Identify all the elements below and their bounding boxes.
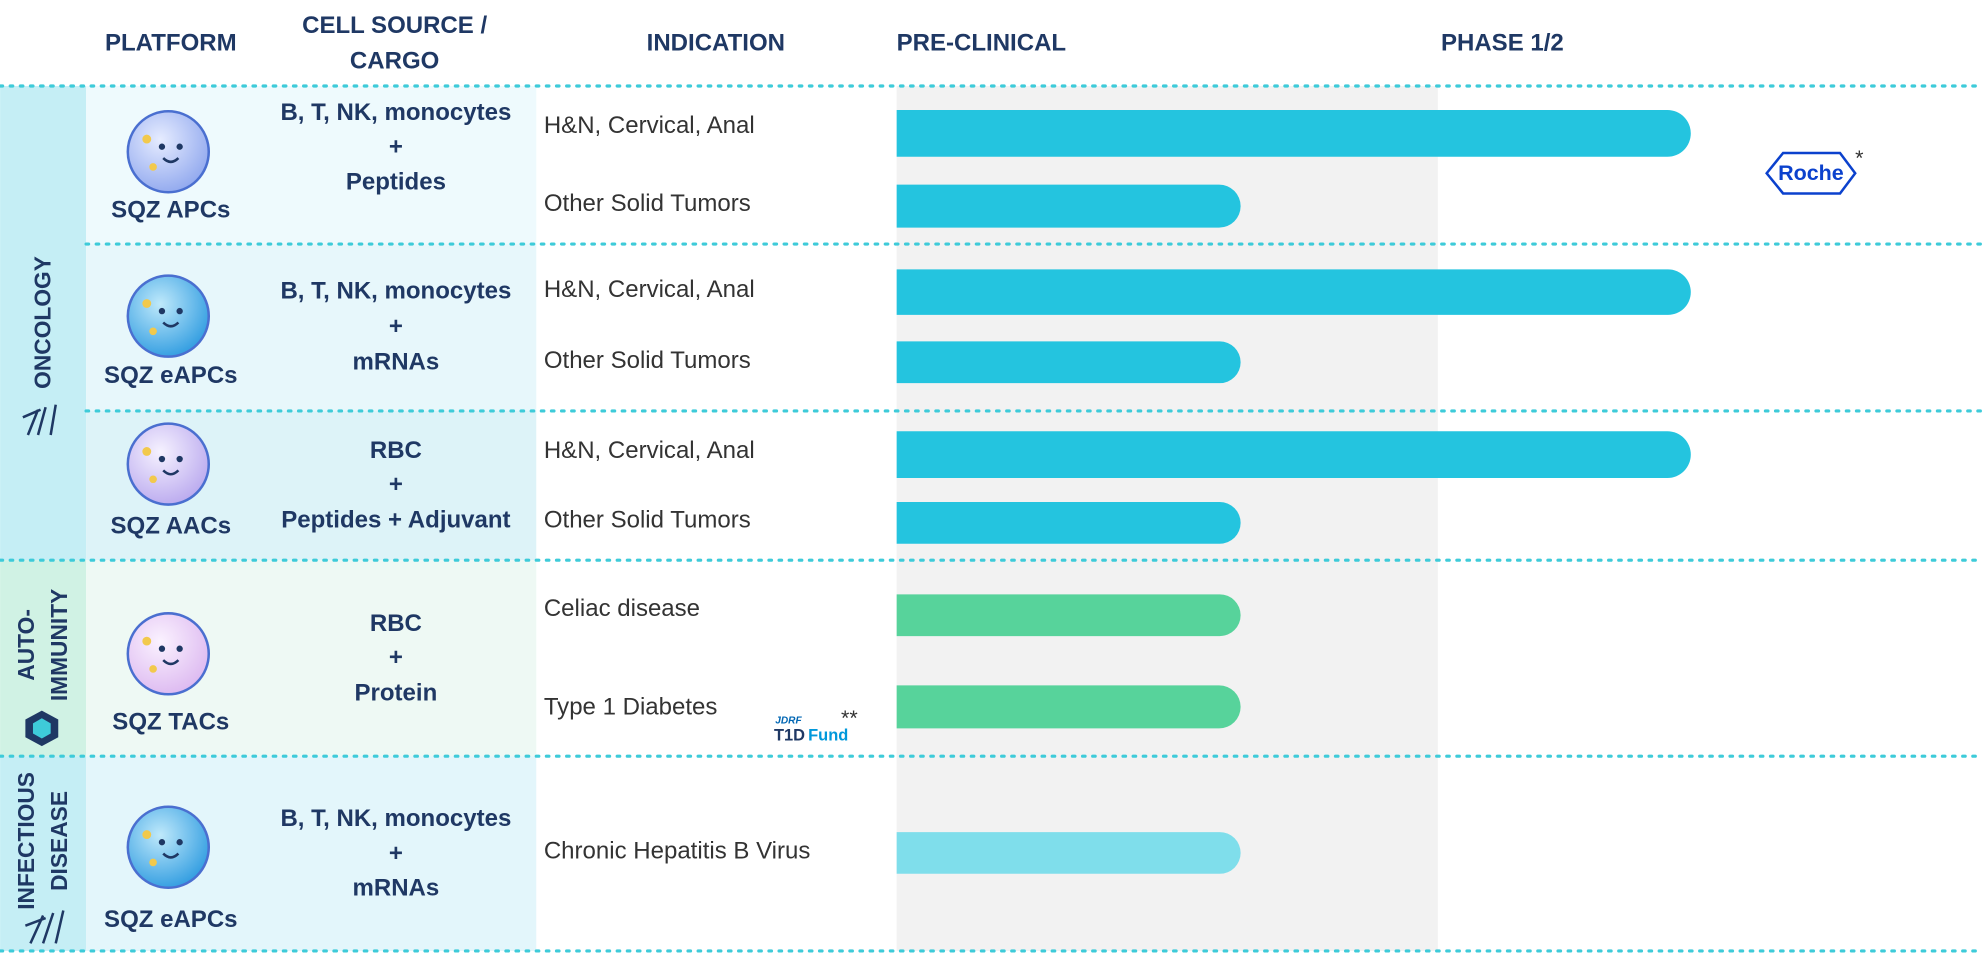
cargo: RBC [370, 610, 422, 637]
cargo: + [389, 313, 403, 340]
platform-name: SQZ AACs [111, 513, 232, 540]
cell-smile [162, 469, 180, 476]
indication: Celiac disease [544, 595, 700, 622]
area-label: ONCOLOGY [29, 256, 55, 389]
cell-eye [158, 307, 166, 315]
cell-dot [149, 327, 157, 336]
indication: Other Solid Tumors [544, 347, 751, 374]
platform-name: SQZ APCs [111, 197, 230, 224]
cell-dot [142, 299, 152, 308]
roche-logo [1765, 151, 1857, 195]
header: INDICATION [647, 30, 785, 57]
cargo: B, T, NK, monocytes [280, 277, 511, 304]
cell-eye [176, 839, 183, 846]
header: CARGO [350, 47, 439, 74]
area-icon [22, 404, 57, 436]
cargo: + [389, 133, 403, 160]
progress-bar [896, 685, 1241, 729]
cargo: + [389, 471, 403, 498]
indication: H&N, Cervical, Anal [544, 276, 755, 303]
cell-dot [142, 134, 152, 144]
cell-eye [158, 839, 166, 846]
progress-bar [896, 832, 1241, 874]
cell-dot [149, 475, 157, 484]
cell-smile [162, 659, 180, 666]
cell-eye [176, 143, 183, 150]
cell-eye [176, 645, 183, 652]
cell-smile [162, 321, 180, 328]
progress-bar [896, 502, 1241, 544]
cell-icon [126, 274, 211, 358]
area-label: INFECTIOUS [13, 772, 39, 910]
progress-bar [896, 110, 1691, 157]
cell-icon [126, 422, 211, 506]
cargo: RBC [370, 437, 422, 464]
progress-bar [896, 594, 1241, 637]
cell-dot [142, 636, 152, 646]
indication: Other Solid Tumors [544, 190, 751, 217]
cell-eye [176, 307, 183, 315]
indication: Chronic Hepatitis B Virus [544, 838, 811, 865]
area-label: DISEASE [46, 791, 72, 891]
progress-bar [896, 341, 1241, 384]
platform-name: SQZ eAPCs [104, 362, 237, 389]
platform-name: SQZ eAPCs [104, 906, 237, 933]
cell-dot [149, 665, 157, 673]
cell-icon [126, 805, 211, 889]
cell-icon [126, 110, 211, 194]
cell-eye [158, 143, 166, 150]
header: PLATFORM [105, 30, 237, 57]
cell-eye [158, 645, 166, 652]
cargo: mRNAs [353, 874, 440, 901]
footnote-mark: * [1855, 146, 1864, 170]
footnote-mark: ** [841, 706, 858, 730]
cell-dot [149, 163, 157, 171]
cell-dot [149, 858, 157, 867]
cell-dot [142, 447, 152, 456]
jdrf-t1d: T1D [774, 726, 805, 744]
content: PLATFORM CELL SOURCE / CARGO INDICATION PRE-… [13, 12, 1864, 944]
cargo: + [389, 840, 403, 867]
indication: Other Solid Tumors [544, 506, 751, 533]
area-label: IMMUNITY [46, 589, 72, 701]
indication: H&N, Cervical, Anal [544, 112, 755, 139]
cargo: + [389, 644, 403, 671]
cargo: B, T, NK, monocytes [280, 805, 511, 832]
header: CELL SOURCE / [302, 12, 487, 39]
progress-bar [896, 184, 1241, 228]
cargo: mRNAs [353, 348, 440, 375]
area-icon [24, 910, 65, 944]
cargo: Protein [355, 680, 438, 707]
area-band [0, 85, 87, 561]
header: PRE-CLINICAL [897, 30, 1066, 57]
progress-bar [896, 269, 1691, 315]
platform-name: SQZ TACs [112, 709, 229, 736]
header: PHASE 1/2 [1441, 30, 1564, 57]
cell-smile [162, 852, 180, 859]
cell-eye [176, 455, 183, 463]
cargo: Peptides + Adjuvant [281, 506, 510, 533]
roche-text: Roche [1778, 161, 1844, 185]
indication: Type 1 Diabetes [544, 693, 718, 720]
indication: H&N, Cervical, Anal [544, 437, 755, 464]
progress-bar [896, 431, 1691, 478]
area-label: AUTO- [13, 609, 39, 681]
cell-icon [126, 612, 211, 696]
cell-dot [142, 830, 152, 840]
cargo: Peptides [346, 169, 446, 196]
cargo: B, T, NK, monocytes [280, 99, 511, 126]
area-icon [32, 718, 51, 739]
cell-eye [158, 455, 166, 463]
cell-smile [162, 157, 180, 164]
jdrf-text: JDRF [775, 715, 802, 726]
jdrf-fund: Fund [808, 726, 848, 744]
